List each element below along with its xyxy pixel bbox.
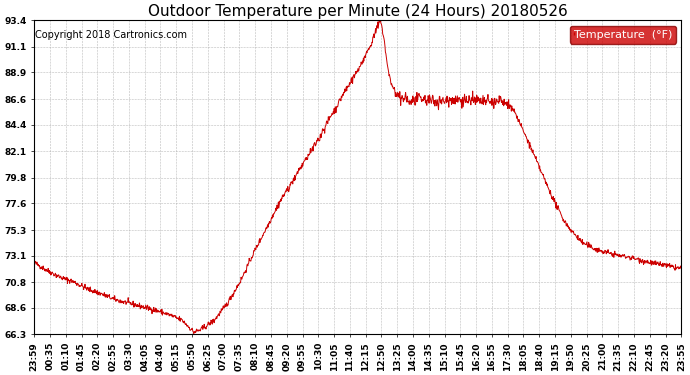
Legend: Temperature  (°F): Temperature (°F)	[570, 26, 676, 44]
Title: Outdoor Temperature per Minute (24 Hours) 20180526: Outdoor Temperature per Minute (24 Hours…	[148, 4, 568, 19]
Text: Copyright 2018 Cartronics.com: Copyright 2018 Cartronics.com	[34, 30, 187, 40]
